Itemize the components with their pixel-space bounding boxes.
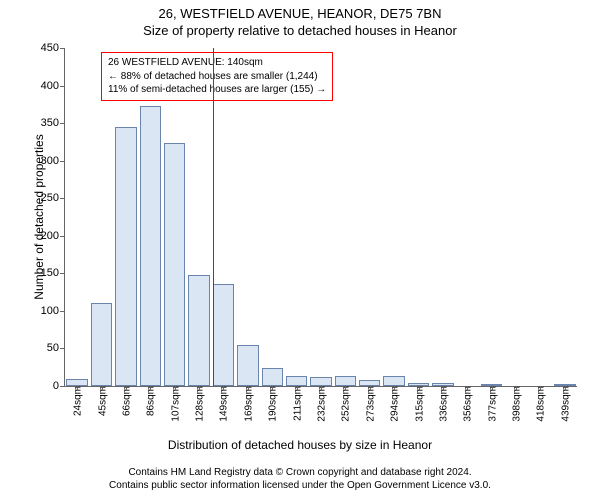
y-tick-mark <box>60 386 65 387</box>
annotation-line: 11% of semi-detached houses are larger (… <box>108 83 326 97</box>
chart-title-address: 26, WESTFIELD AVENUE, HEANOR, DE75 7BN <box>0 6 600 21</box>
histogram-bar <box>66 379 87 387</box>
x-tick-mark <box>419 386 420 391</box>
histogram-bar <box>286 376 307 386</box>
annotation-line: ← 88% of detached houses are smaller (1,… <box>108 70 326 84</box>
x-tick-label: 190sqm <box>266 386 279 422</box>
x-tick-mark <box>565 386 566 391</box>
x-tick-mark <box>321 386 322 391</box>
x-tick-label: 169sqm <box>241 386 254 422</box>
plot-area: 26 WESTFIELD AVENUE: 140sqm← 88% of deta… <box>64 48 577 387</box>
x-tick-mark <box>223 386 224 391</box>
chart-title-description: Size of property relative to detached ho… <box>0 23 600 38</box>
x-tick-label: 294sqm <box>388 386 401 422</box>
x-tick-label: 273sqm <box>363 386 376 422</box>
x-tick-mark <box>77 386 78 391</box>
x-tick-label: 128sqm <box>193 386 206 422</box>
x-tick-mark <box>272 386 273 391</box>
histogram-bar <box>335 376 356 386</box>
histogram-bar <box>383 376 404 386</box>
x-tick-label: 211sqm <box>290 386 303 421</box>
x-tick-mark <box>443 386 444 391</box>
y-tick-mark <box>60 123 65 124</box>
x-tick-label: 149sqm <box>217 386 230 422</box>
x-tick-mark <box>394 386 395 391</box>
x-tick-mark <box>126 386 127 391</box>
x-tick-mark <box>150 386 151 391</box>
x-tick-mark <box>199 386 200 391</box>
footer-attribution: Contains HM Land Registry data © Crown c… <box>0 466 600 492</box>
x-tick-label: 232sqm <box>315 386 328 422</box>
histogram-bar <box>188 275 209 386</box>
x-tick-mark <box>540 386 541 391</box>
footer-line-2: Contains public sector information licen… <box>0 479 600 492</box>
y-tick-mark <box>60 348 65 349</box>
annotation-line: 26 WESTFIELD AVENUE: 140sqm <box>108 56 326 70</box>
y-tick-mark <box>60 311 65 312</box>
x-tick-mark <box>492 386 493 391</box>
x-tick-mark <box>297 386 298 391</box>
property-marker-line <box>213 48 214 386</box>
histogram-bar <box>140 106 161 386</box>
x-tick-mark <box>102 386 103 391</box>
annotation-box: 26 WESTFIELD AVENUE: 140sqm← 88% of deta… <box>101 52 333 101</box>
x-tick-mark <box>345 386 346 391</box>
x-tick-label: 439sqm <box>558 386 571 422</box>
y-tick-mark <box>60 48 65 49</box>
x-axis-label: Distribution of detached houses by size … <box>0 438 600 452</box>
x-tick-mark <box>516 386 517 391</box>
x-tick-label: 418sqm <box>534 386 547 422</box>
y-axis-label: Number of detached properties <box>32 48 46 386</box>
x-tick-label: 315sqm <box>412 386 425 422</box>
histogram-bar <box>237 345 258 386</box>
y-tick-mark <box>60 86 65 87</box>
x-tick-label: 356sqm <box>461 386 474 422</box>
y-tick-mark <box>60 236 65 237</box>
histogram-bar <box>164 143 185 386</box>
x-tick-mark <box>467 386 468 391</box>
x-tick-label: 377sqm <box>485 386 498 422</box>
y-tick-mark <box>60 198 65 199</box>
footer-line-1: Contains HM Land Registry data © Crown c… <box>0 466 600 479</box>
x-tick-label: 398sqm <box>510 386 523 422</box>
x-tick-mark <box>175 386 176 391</box>
histogram-bar <box>213 284 234 386</box>
y-tick-mark <box>60 161 65 162</box>
x-tick-label: 107sqm <box>168 386 181 422</box>
histogram-bar <box>310 377 331 386</box>
histogram-bar <box>91 303 112 386</box>
histogram-bar <box>262 368 283 386</box>
x-tick-mark <box>248 386 249 391</box>
x-tick-label: 336sqm <box>436 386 449 422</box>
x-tick-mark <box>370 386 371 391</box>
x-tick-label: 252sqm <box>339 386 352 422</box>
y-tick-mark <box>60 273 65 274</box>
histogram-bar <box>115 127 136 386</box>
